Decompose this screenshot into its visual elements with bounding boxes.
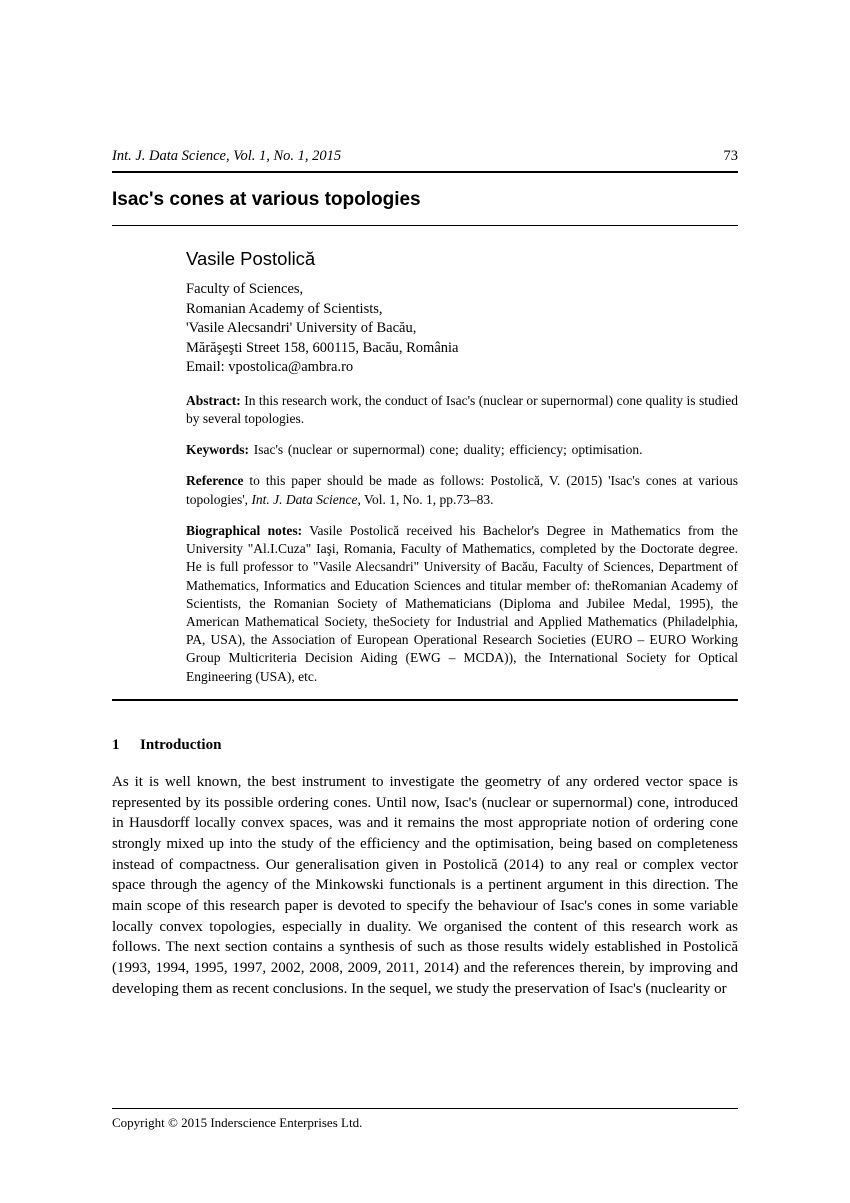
abstract-label: Abstract: [186, 393, 241, 408]
reference-post: , Vol. 1, No. 1, pp.73–83. [358, 492, 494, 507]
front-matter: Vasile Postolică Faculty of Sciences, Ro… [186, 248, 738, 686]
keywords-text: Isac's (nuclear or supernormal) cone; du… [249, 442, 642, 457]
footer-rule [112, 1108, 738, 1109]
bio-text: Vasile Postolică received his Bachelor's… [186, 523, 738, 684]
section-heading: 1Introduction [112, 737, 738, 754]
keywords: Keywords: Isac's (nuclear or supernormal… [186, 441, 738, 459]
affiliation-line: 'Vasile Alecsandri' University of Bacău, [186, 319, 738, 339]
rule-after-meta [112, 699, 738, 701]
abstract: Abstract: In this research work, the con… [186, 392, 738, 428]
affiliation-line: Mărăşeşti Street 158, 600115, Bacău, Rom… [186, 339, 738, 359]
reference-label: Reference [186, 473, 243, 488]
rule-under-title [112, 225, 738, 226]
section-number: 1 [112, 737, 140, 754]
keywords-label: Keywords: [186, 442, 249, 457]
biographical-notes: Biographical notes: Vasile Postolică rec… [186, 522, 738, 686]
author-name: Vasile Postolică [186, 248, 738, 270]
section-title: Introduction [140, 737, 221, 753]
page-number: 73 [724, 148, 739, 165]
rule-top [112, 171, 738, 173]
running-header: Int. J. Data Science, Vol. 1, No. 1, 201… [112, 148, 738, 165]
affiliation-email: Email: vpostolica@ambra.ro [186, 358, 738, 378]
abstract-text: In this research work, the conduct of Is… [186, 393, 738, 426]
affiliation-line: Faculty of Sciences, [186, 280, 738, 300]
bio-label: Biographical notes: [186, 523, 302, 538]
affiliation: Faculty of Sciences, Romanian Academy of… [186, 280, 738, 378]
body-paragraph: As it is well known, the best instrument… [112, 772, 738, 1000]
paper-title: Isac's cones at various topologies [112, 189, 738, 211]
affiliation-line: Romanian Academy of Scientists, [186, 300, 738, 320]
copyright-footer: Copyright © 2015 Inderscience Enterprise… [112, 1115, 362, 1131]
journal-citation: Int. J. Data Science, Vol. 1, No. 1, 201… [112, 148, 341, 165]
reference-journal: Int. J. Data Science [251, 492, 357, 507]
reference-citation: Reference to this paper should be made a… [186, 472, 738, 508]
